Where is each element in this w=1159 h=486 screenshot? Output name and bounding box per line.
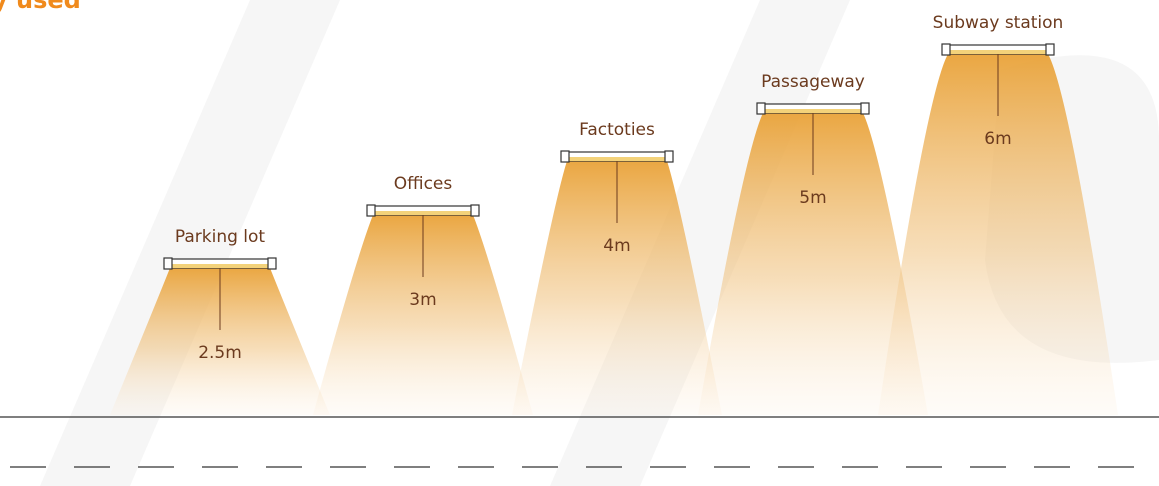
lamp-glow — [950, 50, 1046, 54]
height-label: 2.5m — [198, 343, 242, 363]
scene-label: Parking lot — [175, 227, 266, 247]
height-label: 6m — [984, 129, 1011, 149]
scene-label: Passageway — [761, 72, 865, 92]
lamp-glow — [569, 157, 665, 161]
diagram: y used Parking lot 2.5m Offices 3m Factoties… — [0, 0, 1159, 486]
lamp-glow — [375, 211, 471, 215]
height-label: 3m — [409, 290, 436, 310]
lamp-cap — [942, 44, 950, 55]
lamp-cap — [561, 151, 569, 162]
lamp-glow — [765, 109, 861, 113]
lamp-cap — [861, 103, 869, 114]
lamp-cap — [471, 205, 479, 216]
scene-label: Subway station — [933, 13, 1064, 33]
lamp-cap — [665, 151, 673, 162]
lamp-glow — [172, 264, 268, 268]
scene-label: Offices — [394, 174, 453, 194]
height-label: 5m — [799, 188, 826, 208]
lamp-cap — [1046, 44, 1054, 55]
title: y used — [0, 0, 81, 14]
lamp-cap — [757, 103, 765, 114]
scene-label: Factoties — [579, 120, 655, 140]
lamp-cap — [164, 258, 172, 269]
height-label: 4m — [603, 236, 630, 256]
lamp-cap — [367, 205, 375, 216]
lamp-cap — [268, 258, 276, 269]
